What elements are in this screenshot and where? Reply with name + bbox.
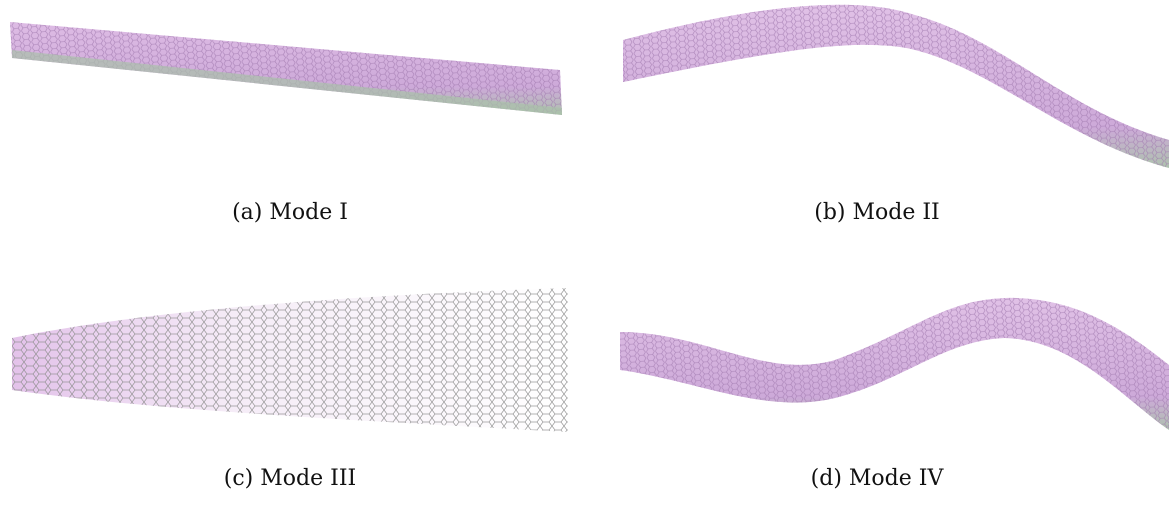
caption-c: (c) Mode III: [223, 466, 357, 491]
nanoribbon-mode-4-image: [620, 297, 1169, 430]
panel-c-mode-3: (c) Mode III: [0, 270, 580, 522]
panel-d-mode-4: (d) Mode IV: [585, 270, 1169, 522]
panel-b-mode-2: (b) Mode II: [585, 0, 1169, 250]
caption-d: (d) Mode IV: [810, 466, 944, 491]
nanoribbon-mode-3-image: [12, 288, 568, 432]
caption-b: (b) Mode II: [814, 200, 940, 225]
caption-a: (a) Mode I: [232, 200, 348, 225]
nanoribbon-mode-1-image: [10, 22, 562, 115]
panel-a-mode-1: (a) Mode I: [0, 0, 580, 250]
nanoribbon-mode-2-image: [623, 4, 1169, 168]
